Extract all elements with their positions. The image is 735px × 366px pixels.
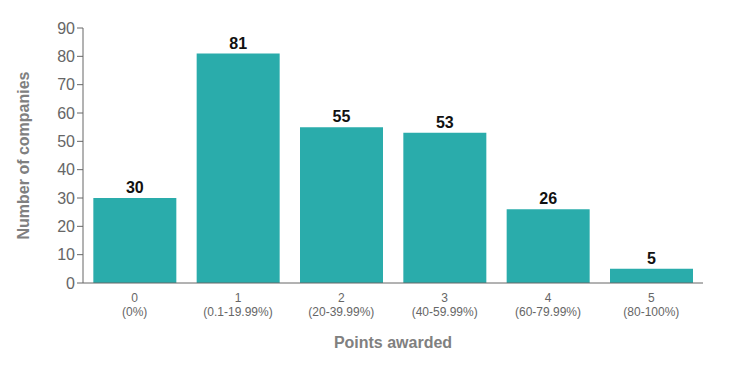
svg-text:4(60-79.99%): 4(60-79.99%) <box>515 291 581 319</box>
svg-text:80: 80 <box>57 48 75 65</box>
svg-text:30: 30 <box>126 179 144 196</box>
svg-text:53: 53 <box>436 114 454 131</box>
svg-text:0(0%): 0(0%) <box>122 291 147 319</box>
svg-text:90: 90 <box>57 20 75 37</box>
svg-text:2(20-39.99%): 2(20-39.99%) <box>308 291 374 319</box>
svg-text:20: 20 <box>57 218 75 235</box>
svg-text:81: 81 <box>229 35 247 52</box>
svg-text:55: 55 <box>333 108 351 125</box>
svg-text:5(80-100%): 5(80-100%) <box>623 291 679 319</box>
svg-text:60: 60 <box>57 105 75 122</box>
svg-text:3(40-59.99%): 3(40-59.99%) <box>412 291 478 319</box>
svg-text:40: 40 <box>57 161 75 178</box>
svg-text:26: 26 <box>539 190 557 207</box>
svg-text:30: 30 <box>57 190 75 207</box>
svg-text:Number of companies: Number of companies <box>15 71 32 239</box>
svg-text:70: 70 <box>57 76 75 93</box>
svg-text:5: 5 <box>647 250 656 267</box>
svg-text:0: 0 <box>66 275 75 292</box>
svg-text:1(0.1-19.99%): 1(0.1-19.99%) <box>203 291 272 319</box>
svg-text:50: 50 <box>57 133 75 150</box>
svg-text:Points awarded: Points awarded <box>334 334 452 351</box>
svg-text:10: 10 <box>57 246 75 263</box>
